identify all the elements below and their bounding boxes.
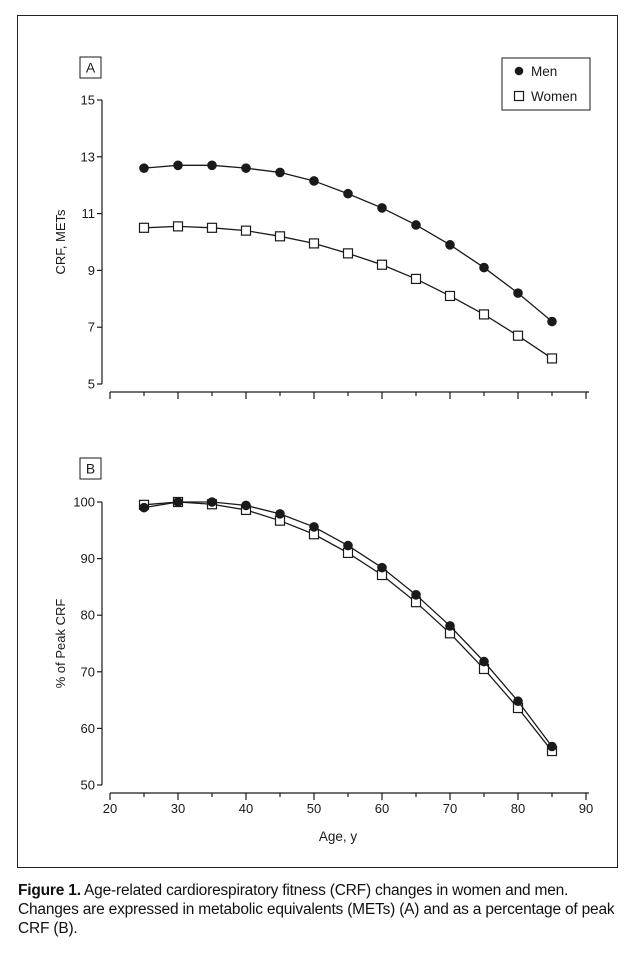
y-tick-label: 80 [81,608,95,623]
x-tick-label: 70 [443,801,457,816]
y-tick-label: 50 [81,778,95,793]
x-tick-label: 40 [239,801,253,816]
point-men [411,220,421,230]
caption-text: Age-related cardiorespiratory fitness (C… [18,882,615,937]
legend-marker-men [514,66,524,76]
point-women [308,238,320,249]
point-men [241,500,251,511]
point-women [478,309,490,320]
point-men [445,621,455,631]
panel-label-box [79,56,102,79]
figure-caption: Figure 1. Age-related cardiorespiratory … [18,881,618,938]
point-men [479,656,489,667]
point-women [240,225,252,236]
point-men [445,240,455,250]
point-men [139,502,149,513]
point-men [343,540,353,551]
point-men [513,288,523,298]
point-men [547,316,557,327]
panel-label: B [86,461,95,477]
x-tick-label: 50 [307,801,321,816]
series-line-women [143,225,553,359]
series-line-women [143,501,553,752]
y-tick-label: 15 [81,93,95,108]
point-men [275,509,285,519]
x-tick-label: 20 [103,801,117,816]
y-tick-label: 60 [81,721,95,736]
point-men [173,497,183,507]
y-axis-label: CRF, METs [53,209,68,275]
y-tick-label: 13 [81,149,95,164]
y-tick-label: 70 [81,664,95,679]
legend: Men Women [501,57,591,111]
panel-label-box [79,457,102,480]
legend-box [501,57,591,111]
panel-A: A 15 13 11 9 7 5 CRF, METs Men Women [53,56,591,399]
panel-label: A [86,60,96,76]
point-men [411,590,421,600]
x-tick-label: 30 [171,801,185,816]
point-women [376,259,388,270]
point-men [139,163,149,173]
figure-charts: A 15 13 11 9 7 5 CRF, METs Men Women B 100 90 80 70 60 5… [53,56,593,844]
point-women [274,231,286,242]
y-axis-label: % of Peak CRF [53,599,68,689]
point-women [546,353,558,364]
point-men [377,562,387,573]
x-axis-label: Age, y [319,829,358,844]
figure-frame [17,15,618,868]
point-women [512,330,524,341]
point-women [206,222,218,233]
legend-label-men: Men [531,64,557,79]
caption-label: Figure 1. [18,882,81,899]
y-tick-label: 11 [82,206,96,221]
panel-B: B 100 90 80 70 60 50 % of Peak CRF 20 30 40 50 60 70 8… [53,457,593,844]
point-men [547,741,557,752]
point-men [207,497,217,507]
series-line-men [143,501,553,747]
legend-marker-women [513,90,525,102]
point-women [410,273,422,285]
point-men [377,203,387,213]
point-men [513,696,523,707]
point-men [309,176,319,186]
y-tick-label: 5 [88,377,95,392]
legend-label-women: Women [531,89,577,104]
y-tick-label: 7 [88,320,95,335]
point-men [241,163,251,173]
y-tick-label: 100 [73,495,95,510]
x-tick-label: 90 [579,801,593,816]
point-women [444,290,456,302]
point-men [275,167,285,178]
point-women [172,221,184,232]
point-men [479,262,489,273]
y-tick-label: 9 [88,263,95,278]
point-men [173,160,183,171]
point-men [343,188,353,199]
point-men [207,160,217,171]
point-men [309,522,319,532]
x-tick-label: 80 [511,801,525,816]
y-tick-label: 90 [81,551,95,566]
point-women [138,222,150,233]
x-tick-label: 60 [375,801,389,816]
point-women [342,248,354,259]
series-line-men [143,164,553,323]
